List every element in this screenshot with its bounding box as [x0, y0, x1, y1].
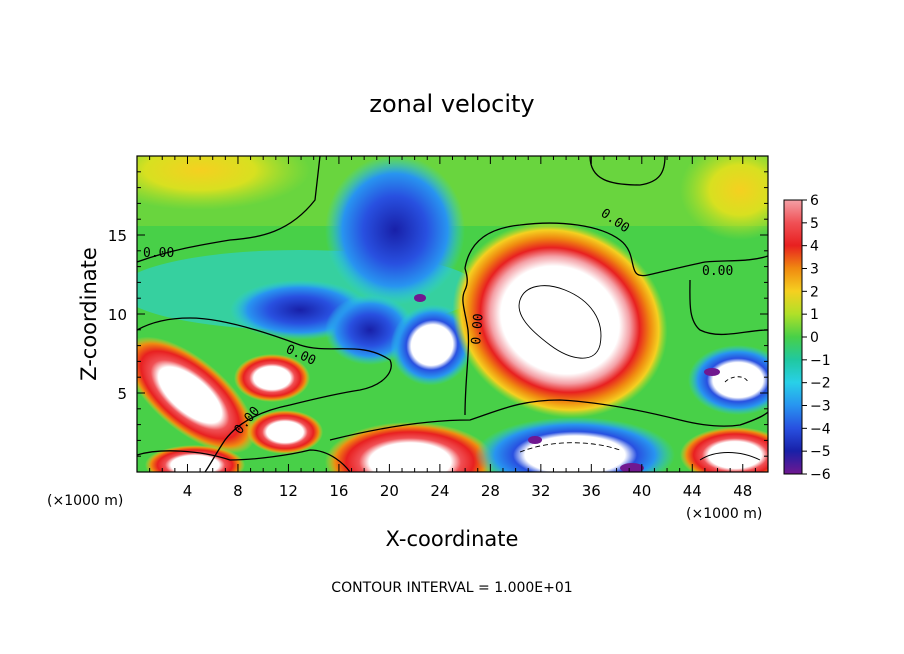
pos-jet-center — [234, 354, 310, 402]
contour-bottom-left — [137, 449, 351, 472]
colorbar-tick-label: 0 — [810, 330, 819, 346]
contour-interval-note: CONTOUR INTERVAL = 1.000E+01 — [331, 580, 572, 596]
neg-right-core — [688, 345, 768, 415]
colorbar-tick-label: −6 — [810, 467, 831, 483]
x-tick-label: 12 — [279, 482, 298, 500]
x-tick-label: 20 — [380, 482, 399, 500]
contour-upper-right — [589, 156, 666, 186]
x-unit-label-right: (×1000 m) — [686, 506, 762, 522]
contour-bottom-center — [329, 399, 768, 441]
pos-bottom-center — [325, 422, 495, 472]
x-tick-label: 36 — [582, 482, 601, 500]
colorbar-ticks: 6 5 4 3 2 1 0 −1 −2 −3 −4 −5 −6 — [802, 193, 831, 483]
contour-center — [462, 267, 470, 416]
neg-core-white — [390, 304, 474, 386]
neg-bottom-purple — [528, 436, 542, 444]
y-axis-ticks: 5 10 15 — [108, 171, 768, 457]
pos-bottom-left — [145, 445, 245, 472]
heatmap-field: 0.00 0.00 0.00 0.00 0.00 0.00 — [137, 156, 768, 472]
colorbar-tick-label: 2 — [810, 284, 819, 300]
neg-purple-spot — [414, 294, 426, 302]
neg-bottom-center — [475, 417, 675, 472]
colorbar — [783, 199, 803, 475]
y-tick-label: 10 — [108, 306, 127, 324]
x-tick-label: 40 — [632, 482, 651, 500]
x-axis-title: X-coordinate — [386, 527, 519, 551]
contour-right — [689, 279, 768, 336]
y-axis-title: Z-coordinate — [77, 247, 101, 381]
x-tick-label: 4 — [183, 482, 193, 500]
pos-core-big — [452, 222, 668, 418]
contour-mid-left — [137, 317, 392, 472]
y-tick-label: 15 — [108, 227, 127, 245]
pos-jet-left — [137, 336, 256, 454]
yellow-patch-right — [680, 156, 768, 240]
x-tick-label: 48 — [733, 482, 752, 500]
contour-label: 0.00 — [702, 264, 733, 279]
colorbar-tick-label: −1 — [810, 353, 831, 369]
x-tick-label: 28 — [481, 482, 500, 500]
colorbar-tick-label: −3 — [810, 399, 831, 415]
pos-bottom-right — [680, 427, 768, 472]
contour-upper — [137, 156, 321, 263]
colorbar-tick-label: 3 — [810, 262, 819, 278]
neg-bottom-purple-2 — [620, 463, 644, 472]
contour-inner-core — [518, 285, 602, 359]
x-tick-label: 32 — [531, 482, 550, 500]
colorbar-tick-label: 5 — [810, 216, 819, 232]
neg-right-purple — [704, 368, 720, 376]
x-tick-label: 16 — [329, 482, 348, 500]
x-tick-label: 8 — [233, 482, 243, 500]
x-tick-label: 44 — [683, 482, 702, 500]
pos-jet-lower — [247, 410, 323, 454]
contour-dashed-right — [724, 376, 749, 383]
yellow-patch-left — [137, 156, 310, 210]
x-axis-ticks: 4 8 12 16 20 24 28 32 36 40 44 48 — [149, 156, 756, 500]
contour-small-right — [699, 452, 761, 461]
colorbar-tick-label: −2 — [810, 376, 831, 392]
contour-lines — [137, 156, 768, 472]
neg-plume-upper — [325, 156, 465, 305]
colorbar-tick-label: −4 — [810, 421, 831, 437]
x-tick-label: 24 — [430, 482, 449, 500]
contour-dashed-bottom — [519, 442, 621, 453]
chart-title: zonal velocity — [369, 90, 534, 118]
colorbar-tick-label: −5 — [810, 444, 831, 460]
contour-dome — [464, 222, 768, 277]
colorbar-tick-label: 1 — [810, 307, 819, 323]
colorbar-tick-label: 4 — [810, 239, 819, 255]
x-unit-label-left: (×1000 m) — [47, 493, 123, 509]
contour-label: 0.00 — [143, 246, 174, 261]
colorbar-tick-label: 6 — [810, 193, 819, 209]
y-tick-label: 5 — [117, 385, 127, 403]
contour-label: 0.00 — [469, 313, 487, 346]
